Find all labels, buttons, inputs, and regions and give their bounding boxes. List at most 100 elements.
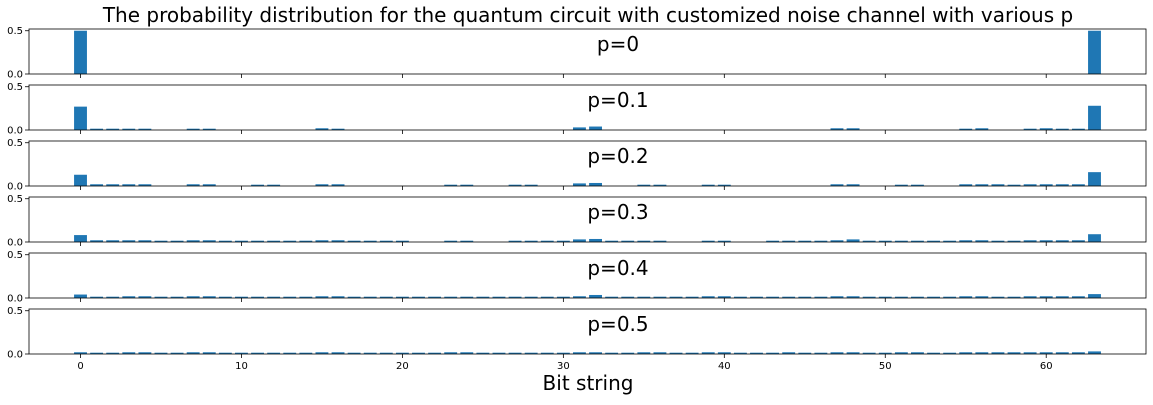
bar [186,128,200,130]
bar [395,352,409,354]
bar [363,240,377,242]
bar [524,296,538,298]
bar [589,182,602,186]
bar [573,239,586,242]
bar [653,240,667,242]
bar [1055,240,1069,242]
bar [1088,234,1101,242]
bar [1055,352,1069,354]
bar [1088,105,1101,130]
bar [395,240,409,242]
y-tick-label: 0.0 [7,294,23,305]
bar [943,240,957,242]
bar [1007,296,1021,298]
panel-label: p=0.2 [587,144,648,168]
x-tick-label: 50 [879,361,892,372]
bar [412,296,425,298]
bar [878,296,892,298]
bar [975,128,989,130]
bar [1023,240,1037,242]
panel-4: 0.0 0.5 p=0.4 [7,250,1147,305]
bar [959,240,973,242]
bar [653,352,667,354]
bar [331,352,345,354]
bar [798,240,812,242]
bar [701,352,715,354]
panel-label: p=0.4 [587,256,648,280]
bar [347,352,361,354]
panel-frame [28,84,1147,131]
bar [90,184,104,186]
bar [894,240,908,242]
bar [235,296,248,298]
bar [508,184,522,186]
bar [1023,184,1037,186]
panel-frame [28,252,1147,299]
bar [299,352,313,354]
bar [959,352,973,354]
bar [846,352,860,354]
bar [1023,128,1037,130]
bar [975,184,989,186]
y-tick-label: 0.5 [7,138,23,149]
bar [235,352,248,354]
bar [556,240,570,242]
bar [476,352,490,354]
bar [444,296,458,298]
bar [830,184,844,186]
panels-group: 0.00.5p=00.00.5p=0.10.00.5p=0.20.00.5p=0… [7,26,1147,361]
bar [331,240,345,242]
panel-frame [28,28,1147,75]
bar [267,184,281,186]
bar [186,296,200,298]
y-tick-label: 0.0 [7,70,23,81]
panel-0: 0.0 0.5 p=0 [7,26,1147,81]
bar [460,240,474,242]
y-tick-label: 0.0 [7,350,23,361]
x-tick-label: 10 [235,361,248,372]
bar [894,296,908,298]
bar [573,296,586,298]
bar [412,352,425,354]
panel-frame [28,308,1147,355]
bar [685,296,699,298]
bar [589,352,602,354]
bar [637,240,651,242]
bar [267,240,281,242]
bar [589,294,602,298]
bar [1071,184,1085,186]
bar [573,183,586,186]
panel-label: p=0.3 [587,200,648,224]
bar [540,352,554,354]
y-tick-label: 0.0 [7,182,23,193]
bar [846,184,860,186]
bar [122,240,136,242]
bar [379,296,393,298]
bar [251,352,264,354]
panel-label: p=0 [597,32,639,56]
panel-1: 0.0 0.5 p=0.1 [7,82,1147,137]
bar [186,352,200,354]
bar [1055,184,1069,186]
bar [154,352,168,354]
bar [186,184,200,186]
bar [315,184,329,186]
bar [1039,240,1053,242]
bar [74,174,87,186]
bar [1039,352,1053,354]
bar [878,240,892,242]
bar [524,240,538,242]
bar [492,296,506,298]
bar [138,184,152,186]
y-tick-label: 0.5 [7,306,23,317]
bar [1039,296,1053,298]
bar [138,352,152,354]
bar [283,296,297,298]
bar [1088,30,1101,74]
bar [251,240,264,242]
bar [444,240,458,242]
bar [74,106,87,130]
panel-label: p=0.1 [587,88,648,112]
